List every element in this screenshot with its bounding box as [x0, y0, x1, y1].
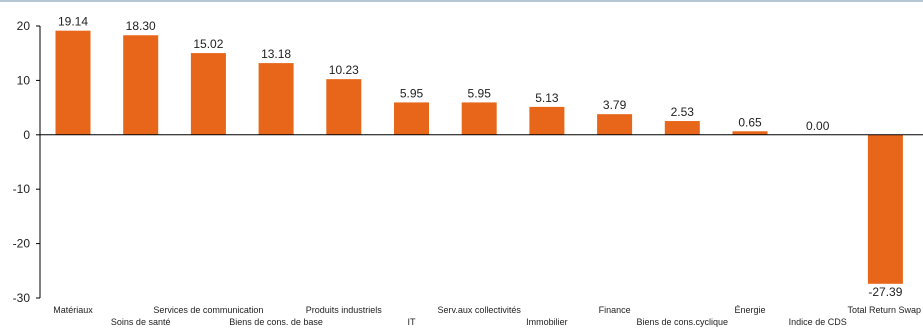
- x-category-label: Services de communication: [153, 305, 263, 315]
- bar: [258, 63, 294, 135]
- x-category-label: Immobilier: [526, 317, 568, 327]
- x-category-label: Finance: [599, 305, 631, 315]
- bar: [732, 131, 768, 135]
- bar-value-label: 5.13: [535, 91, 559, 105]
- x-axis-labels-group: Matériaux Soins de santé Services de commu…: [53, 305, 921, 327]
- y-tick-label: 20: [17, 19, 31, 33]
- y-tick-label: 10: [17, 73, 31, 87]
- y-tick-label: -30: [13, 291, 31, 305]
- bar-value-label: -27.39: [868, 285, 902, 299]
- bars-group: [55, 30, 903, 284]
- value-labels-group: 19.14 18.30 15.02 13.18 10.23 5.95 5.95 5.13 3.7…: [58, 15, 903, 299]
- bar: [326, 79, 362, 135]
- x-category-label: Serv.aux collectivités: [438, 305, 522, 315]
- bar-value-label: 2.53: [671, 105, 695, 119]
- bar: [461, 102, 497, 135]
- x-category-label: Indice de CDS: [789, 317, 847, 327]
- x-category-label: IT: [408, 317, 417, 327]
- x-category-label: Énergie: [734, 305, 765, 315]
- x-category-label: Biens de cons.cyclique: [637, 317, 729, 327]
- bar-value-label: 5.95: [400, 86, 424, 100]
- bar-value-label: 3.79: [603, 98, 627, 112]
- bar: [55, 30, 91, 135]
- bar-value-label: 10.23: [329, 63, 359, 77]
- x-category-label: Matériaux: [53, 305, 93, 315]
- bar-value-label: 0.65: [738, 115, 762, 129]
- y-tick-label: 0: [23, 128, 30, 142]
- bar-value-label: 5.95: [468, 86, 492, 100]
- y-axis-ticks: 20 10 0 -10 -20 -30: [13, 19, 40, 305]
- bar: [190, 53, 226, 135]
- bar: [867, 134, 903, 284]
- bar: [597, 114, 633, 135]
- x-category-label: Total Return Swap: [847, 305, 921, 315]
- y-tick-label: -10: [13, 182, 31, 196]
- y-tick-label: -20: [13, 237, 31, 251]
- bar: [123, 35, 159, 135]
- bar-value-label: 19.14: [58, 15, 88, 29]
- bar-value-label: 15.02: [193, 37, 223, 51]
- x-category-label: Biens de cons. de base: [229, 317, 323, 327]
- bar: [664, 121, 700, 135]
- bar: [394, 102, 429, 135]
- bar-value-label: 0.00: [806, 119, 830, 133]
- bar-value-label: 18.30: [126, 19, 156, 33]
- bar-value-label: 13.18: [261, 47, 291, 61]
- bar: [529, 106, 565, 135]
- x-category-label: Soins de santé: [111, 317, 171, 327]
- x-category-label: Produits industriels: [306, 305, 383, 315]
